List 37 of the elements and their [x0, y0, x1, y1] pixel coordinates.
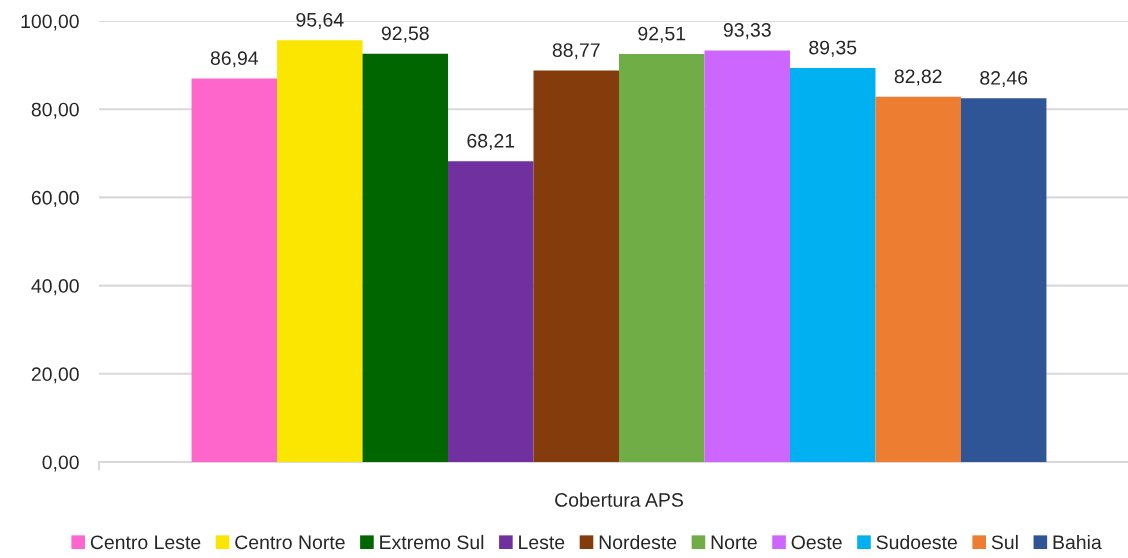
legend-label: Extremo Sul: [380, 534, 484, 550]
bar: [448, 161, 534, 462]
legend-label: Norte: [711, 535, 757, 550]
bar: [533, 70, 619, 462]
data-label: 95,64: [296, 12, 344, 29]
legend-label: Sudoeste: [876, 534, 957, 550]
bar: [960, 98, 1047, 462]
x-tick-label: Cobertura APS: [555, 492, 683, 507]
bar: [789, 67, 876, 462]
y-tick-label: 100,00: [21, 14, 79, 31]
data-label: 88,77: [552, 43, 600, 60]
y-tick-label: 60,00: [31, 190, 79, 207]
data-label: 92,58: [381, 26, 429, 43]
bar: [875, 96, 961, 462]
data-label: 82,46: [980, 71, 1028, 88]
data-label: 93,33: [723, 23, 771, 40]
y-tick-label: 20,00: [31, 367, 79, 384]
y-tick-label: 0,00: [42, 455, 79, 472]
bar: [704, 50, 790, 462]
data-label: 82,82: [894, 69, 942, 86]
legend-label: Nordeste: [599, 534, 677, 550]
y-tick-label: 40,00: [31, 279, 79, 296]
data-label: 86,94: [210, 51, 259, 68]
legend-label: Leste: [519, 535, 565, 550]
legend-label: Bahia: [1053, 534, 1102, 550]
bar: [362, 53, 449, 462]
legend-label: Oeste: [791, 535, 842, 550]
data-label: 92,51: [638, 26, 686, 43]
legend-label: Centro Norte: [235, 535, 345, 550]
data-label: 89,35: [809, 40, 857, 57]
legend-label: Centro Leste: [90, 535, 201, 550]
data-label: 68,21: [467, 133, 515, 150]
y-tick-label: 80,00: [31, 102, 79, 119]
bar: [619, 54, 705, 462]
bar: [277, 40, 363, 462]
bar: [191, 78, 278, 462]
legend-label: Sul: [991, 534, 1018, 550]
